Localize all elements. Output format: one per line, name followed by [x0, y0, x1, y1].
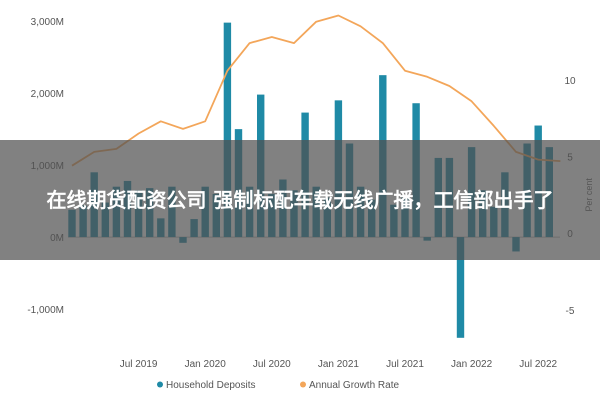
x-axis-tick-label: Jan 2021	[318, 359, 360, 370]
headline-banner: 在线期货配资公司 强制标配车载无线广播，工信部出手了	[0, 140, 600, 260]
x-axis-tick-label: Jul 2019	[120, 359, 158, 370]
x-axis-tick-label: Jan 2020	[185, 359, 227, 370]
line-annual-growth-rate	[71, 14, 561, 167]
x-axis-tick-label: Jul 2020	[253, 359, 291, 370]
right-axis-tick-label: -5	[566, 306, 575, 317]
legend-annual-growth-rate-swatch	[300, 381, 306, 388]
left-axis-tick-label: 3,000M	[31, 17, 64, 28]
legend-annual-growth-rate-label: Annual Growth Rate	[309, 380, 399, 391]
x-axis-tick-label: Jan 2022	[451, 359, 493, 370]
bar-household-deposits	[456, 237, 465, 338]
legend-household-deposits-label: Household Deposits	[166, 380, 256, 391]
bar-household-deposits	[223, 22, 232, 238]
headline-text: 在线期货配资公司 强制标配车载无线广播，工信部出手了	[46, 188, 554, 212]
x-axis-tick-label: Jul 2021	[386, 359, 424, 370]
legend-household-deposits-swatch	[157, 381, 163, 388]
left-axis-tick-label: -1,000M	[27, 305, 64, 316]
left-axis-tick-label: 2,000M	[31, 89, 64, 100]
right-axis-tick-label: 10	[564, 76, 576, 87]
x-axis-tick-label: Jul 2022	[519, 359, 557, 370]
